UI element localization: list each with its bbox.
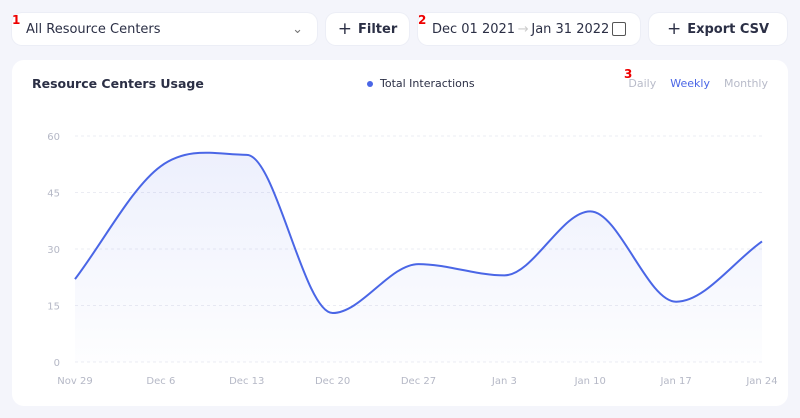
annotation-marker: 1: [12, 13, 21, 27]
area-fill: [75, 152, 762, 362]
y-tick-label: 15: [47, 302, 60, 313]
x-tick-label: Jan 24: [745, 376, 777, 387]
x-tick-label: Dec 20: [315, 376, 350, 387]
y-tick-label: 45: [47, 189, 60, 200]
x-tick-label: Jan 17: [659, 376, 691, 387]
usage-chart-card: Resource Centers Usage Total Interaction…: [12, 60, 788, 406]
date-start[interactable]: Dec 01 2021: [432, 21, 516, 37]
x-tick-label: Dec 6: [146, 376, 175, 387]
date-range-picker[interactable]: Dec 01 2021 → Jan 31 2022: [418, 13, 640, 45]
y-tick-label: 30: [47, 245, 60, 256]
date-end[interactable]: Jan 31 2022: [531, 21, 610, 37]
plus-icon: +: [337, 19, 352, 39]
x-tick-label: Jan 10: [574, 376, 606, 387]
period-daily[interactable]: Daily: [628, 77, 657, 90]
x-tick-label: Jan 3: [491, 376, 517, 387]
legend-dot-icon: [367, 80, 373, 87]
x-tick-label: Dec 27: [401, 376, 436, 387]
period-monthly[interactable]: Monthly: [723, 77, 768, 90]
resource-center-select-value: All Resource Centers: [26, 21, 161, 37]
export-csv-button[interactable]: + Export CSV: [649, 13, 787, 45]
annotation-marker: 2: [418, 13, 427, 27]
period-toggle: Daily Weekly Monthly: [628, 77, 768, 90]
plus-icon: +: [666, 19, 682, 39]
series-line: [74, 151, 763, 315]
resource-center-select[interactable]: All Resource Centers ⌄: [12, 13, 317, 45]
period-weekly[interactable]: Weekly: [670, 77, 710, 90]
x-tick-label: Nov 29: [57, 376, 92, 387]
line-chart: 0 15 30 45 60 Nov 29 Dec 6 Dec 13 Dec 20 Dec 27 Ja…: [47, 132, 777, 387]
chart-legend: Total Interactions: [367, 77, 475, 90]
legend-label: Total Interactions: [380, 77, 475, 90]
filter-label: Filter: [358, 21, 398, 37]
y-tick-label: 60: [47, 132, 60, 143]
arrow-right-icon: →: [517, 21, 529, 37]
chart-title: Resource Centers Usage: [32, 76, 204, 91]
filter-button[interactable]: + Filter: [326, 13, 409, 45]
x-tick-label: Dec 13: [229, 376, 264, 387]
y-tick-label: 0: [54, 358, 60, 369]
annotation-marker: 3: [624, 67, 633, 81]
chevron-down-icon: ⌄: [292, 21, 303, 37]
calendar-icon[interactable]: [612, 22, 626, 36]
export-label: Export CSV: [687, 21, 770, 37]
